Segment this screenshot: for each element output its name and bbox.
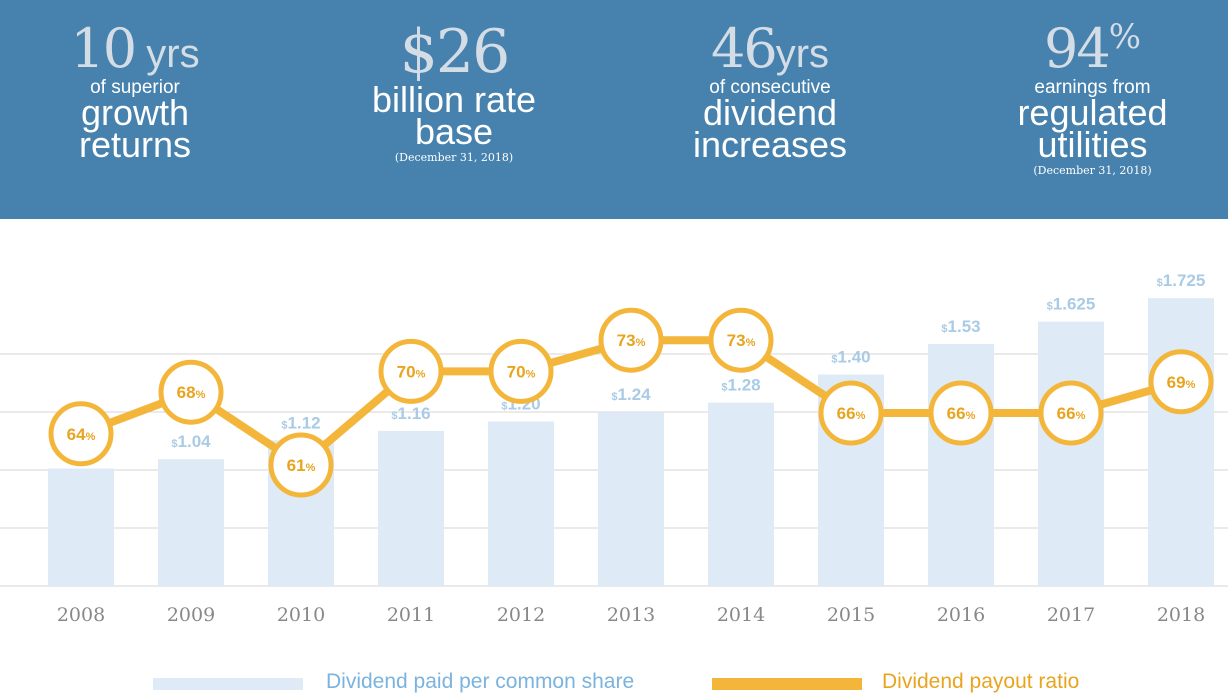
payout-marker <box>928 380 994 446</box>
bar-2011 <box>378 430 444 586</box>
stat-big-value: $26 <box>399 17 511 87</box>
payout-marker <box>48 401 114 467</box>
payout-marker <box>818 380 884 446</box>
stat-big-value: 10 yrs <box>70 17 200 80</box>
bar-value-label: $1.28 <box>721 376 760 395</box>
stat-main-text: billion rate base <box>371 79 537 152</box>
x-tick-label: 2012 <box>497 604 545 626</box>
stat-big-value: 46yrs <box>710 17 830 80</box>
stats-banner: 10 yrs of superior growth returns $26 bil… <box>0 0 1228 219</box>
legend-bar-swatch <box>153 678 303 690</box>
stat-big-value: 94% <box>1043 17 1142 80</box>
chart-legend: Dividend paid per common share Dividend … <box>0 670 1228 696</box>
payout-ratio-label: 66% <box>1057 404 1086 423</box>
payout-marker <box>378 338 444 404</box>
stat-regulated-earnings: 94% earnings from regulated utilities (De… <box>1000 17 1185 177</box>
bar-value-label: $1.16 <box>391 404 430 423</box>
x-tick-label: 2013 <box>607 604 655 626</box>
payout-marker <box>1148 349 1214 415</box>
dividend-chart: $1.00$1.04$1.12$1.16$1.20$1.24$1.28$1.40… <box>0 271 1228 626</box>
stat-small-text: earnings from <box>1034 77 1151 98</box>
payout-ratio-label: 69% <box>1167 373 1196 392</box>
bar-value-label: $1.625 <box>1047 295 1096 314</box>
payout-ratio-label: 66% <box>947 404 976 423</box>
payout-marker <box>598 307 664 373</box>
stat-main-text: growth returns <box>78 92 192 165</box>
legend-line-swatch <box>712 678 862 690</box>
bar-value-label: $1.725 <box>1157 271 1206 290</box>
legend-bar-label: Dividend paid per common share <box>326 670 635 693</box>
payout-ratio-label: 70% <box>397 362 426 381</box>
bar-2016 <box>928 343 994 586</box>
stat-small-text: of consecutive <box>709 77 831 98</box>
bar-value-label: $1.24 <box>611 385 651 404</box>
bar-2009 <box>158 459 224 586</box>
bar-value-label: $1.53 <box>941 317 980 336</box>
stat-dividend-increases: 46yrs of consecutive dividend increases <box>680 17 860 165</box>
payout-ratio-label: 64% <box>67 425 96 444</box>
x-tick-label: 2015 <box>827 604 875 626</box>
payout-marker <box>158 359 224 425</box>
payout-ratio-label: 73% <box>727 331 756 350</box>
bar-2012 <box>488 421 554 586</box>
x-tick-label: 2008 <box>57 604 105 626</box>
bar-2018 <box>1148 298 1214 586</box>
x-tick-label: 2014 <box>717 604 765 626</box>
bar-value-label: $1.12 <box>281 413 320 432</box>
x-tick-label: 2011 <box>387 604 435 626</box>
stat-small-text: of superior <box>90 77 180 98</box>
bar-2014 <box>708 402 774 586</box>
x-tick-label: 2017 <box>1047 604 1095 626</box>
stat-note: (December 31, 2018) <box>394 151 514 164</box>
stat-note: (December 31, 2018) <box>1033 164 1152 177</box>
payout-marker <box>268 432 334 498</box>
bar-2017 <box>1038 321 1104 586</box>
payout-ratio-label: 73% <box>617 331 646 350</box>
stat-rate-base: $26 billion rate base (December 31, 2018) <box>364 22 544 163</box>
bar-2013 <box>598 412 664 586</box>
x-tick-label: 2016 <box>937 604 985 626</box>
stat-main-text: regulated utilities <box>1017 92 1168 165</box>
x-tick-label: 2018 <box>1157 604 1205 626</box>
payout-marker <box>708 307 774 373</box>
payout-ratio-label: 66% <box>837 404 866 423</box>
payout-marker <box>488 338 554 404</box>
x-tick-label: 2009 <box>167 604 215 626</box>
bar-value-label: $1.04 <box>171 432 211 451</box>
payout-ratio-label: 70% <box>507 362 536 381</box>
x-tick-label: 2010 <box>277 604 325 626</box>
bar-2008 <box>48 468 114 586</box>
bar-value-label: $1.40 <box>831 348 870 367</box>
stat-growth-returns: 10 yrs of superior growth returns <box>40 17 230 165</box>
payout-ratio-label: 61% <box>287 456 316 475</box>
stat-main-text: dividend increases <box>692 92 848 165</box>
legend-line-label: Dividend payout ratio <box>882 670 1080 693</box>
payout-marker <box>1038 380 1104 446</box>
payout-ratio-label: 68% <box>177 383 206 402</box>
